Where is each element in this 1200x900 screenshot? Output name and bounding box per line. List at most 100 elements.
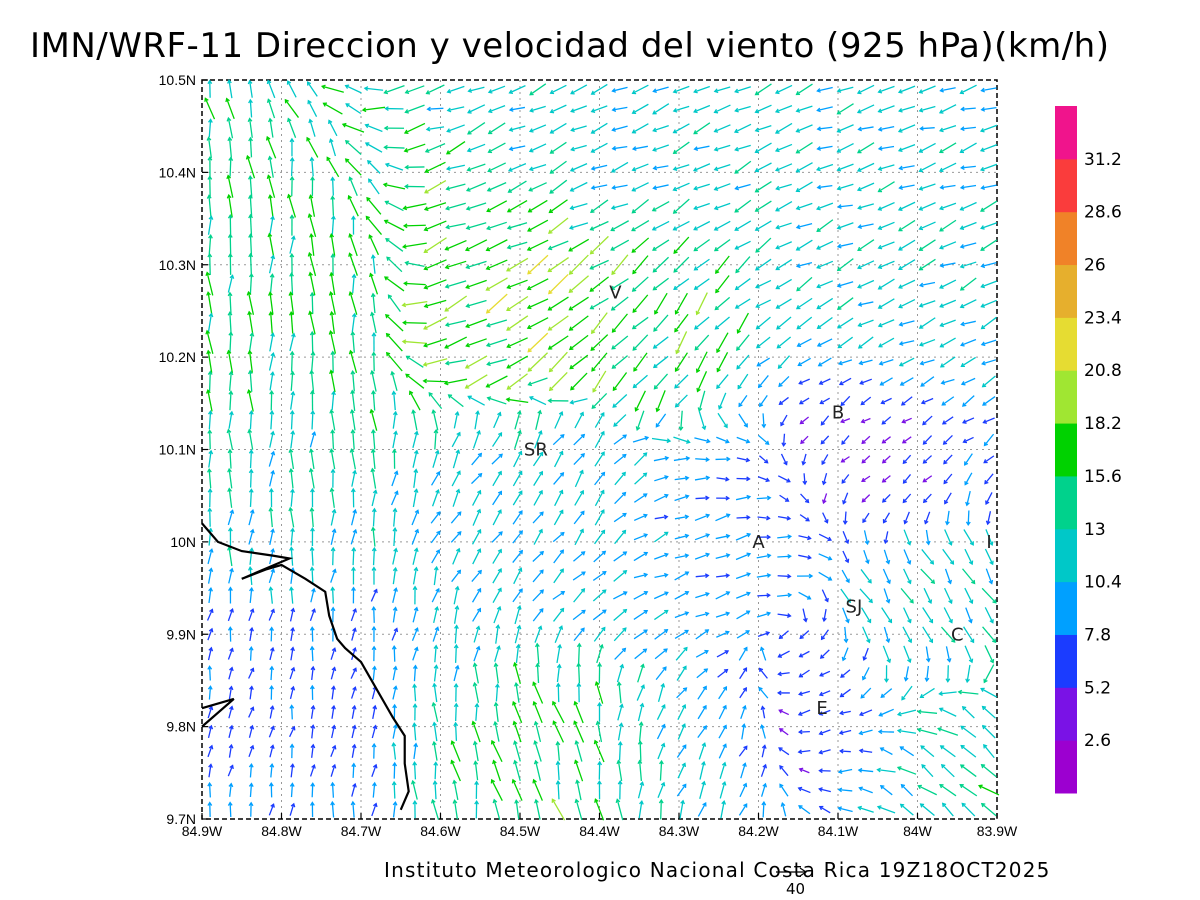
wind-vector — [432, 682, 438, 703]
wind-vector — [549, 141, 567, 154]
wind-vector — [959, 142, 977, 154]
wind-vector — [756, 611, 772, 618]
wind-vector — [330, 781, 336, 798]
wind-vector — [453, 605, 460, 624]
wind-vector — [961, 802, 976, 817]
wind-vector — [474, 799, 480, 819]
wind-vector — [735, 532, 752, 541]
wind-vector — [822, 609, 827, 623]
wind-vector — [613, 627, 627, 642]
wind-vector — [938, 104, 957, 114]
wind-vector — [674, 514, 690, 520]
wind-vector — [532, 451, 544, 467]
wind-vector — [444, 319, 467, 328]
wind-vector — [533, 528, 543, 545]
wind-vector — [371, 724, 378, 739]
wind-vector — [364, 123, 383, 133]
wind-vector — [918, 239, 936, 251]
wind-vector — [836, 143, 854, 153]
wind-vector — [391, 448, 397, 469]
wind-vector — [534, 625, 543, 643]
wind-vector — [837, 204, 853, 209]
wind-vector — [402, 320, 427, 326]
wind-vector — [266, 174, 276, 198]
wind-vector — [433, 644, 439, 663]
wind-vector — [351, 546, 357, 566]
wind-vector — [652, 336, 669, 349]
wind-vector — [549, 122, 567, 134]
wind-vector — [857, 301, 874, 307]
wind-vector — [526, 239, 549, 251]
wind-vector — [796, 276, 813, 292]
wind-vector — [818, 533, 833, 542]
wind-vector — [547, 315, 569, 331]
wind-vector — [207, 685, 213, 700]
wind-vector — [207, 567, 214, 584]
wind-vector — [676, 783, 687, 797]
wind-vector — [756, 357, 770, 367]
wind-vector — [473, 625, 481, 643]
wind-vector — [633, 513, 648, 522]
wind-vector — [882, 645, 892, 664]
wind-vector — [840, 669, 851, 678]
wind-vector — [392, 410, 398, 429]
wind-vector — [756, 573, 772, 578]
wind-vector — [385, 332, 403, 352]
wind-vector — [391, 390, 397, 411]
wind-vector — [431, 549, 441, 564]
wind-vector — [412, 664, 418, 682]
colorbar-label: 5.2 — [1084, 678, 1111, 698]
wind-vector — [289, 743, 295, 759]
wind-vector — [391, 741, 397, 760]
wind-vector — [330, 468, 336, 488]
wind-vector — [857, 260, 875, 270]
wind-vector — [657, 781, 666, 798]
wind-vector — [695, 495, 710, 501]
wind-vector — [452, 488, 461, 507]
wind-vector — [471, 528, 482, 545]
wind-vector — [450, 740, 461, 762]
wind-vector — [207, 370, 213, 392]
wind-vector — [207, 665, 213, 681]
wind-vector — [289, 704, 295, 720]
wind-vector — [269, 626, 275, 642]
wind-vector — [698, 742, 707, 760]
wind-vector — [351, 566, 356, 585]
wind-vector — [370, 369, 377, 392]
wind-vector — [856, 162, 875, 172]
wind-vector — [527, 219, 549, 232]
wind-vector — [980, 184, 997, 190]
wind-vector — [653, 314, 669, 332]
wind-vector — [556, 643, 562, 664]
wind-vector — [716, 495, 731, 501]
wind-vector — [635, 410, 645, 431]
wind-vector — [412, 646, 419, 661]
wind-vector — [512, 661, 521, 685]
wind-vector — [611, 125, 628, 132]
wind-vector — [554, 625, 564, 643]
wind-vector — [289, 252, 295, 275]
wind-vector — [716, 351, 729, 373]
wind-vector — [899, 803, 914, 816]
wind-vector — [837, 336, 854, 349]
x-tick-label: 84W — [903, 823, 933, 839]
wind-vector — [921, 764, 934, 778]
wind-vector — [944, 568, 952, 585]
wind-vector — [249, 626, 254, 642]
wind-vector — [781, 433, 787, 447]
wind-vector — [207, 744, 214, 758]
wind-vector — [206, 291, 213, 315]
wind-vector — [677, 704, 687, 720]
wind-vector — [739, 686, 747, 699]
wind-vector — [755, 299, 772, 309]
wind-vector — [572, 571, 586, 581]
wind-vector — [940, 378, 955, 385]
wind-vector — [715, 591, 731, 600]
wind-vector — [330, 253, 336, 275]
wind-vector — [842, 511, 848, 525]
wind-vector — [371, 351, 377, 372]
wind-vector — [878, 359, 894, 366]
wind-vector — [269, 410, 275, 430]
wind-vector — [858, 786, 873, 794]
wind-vector — [610, 203, 629, 210]
